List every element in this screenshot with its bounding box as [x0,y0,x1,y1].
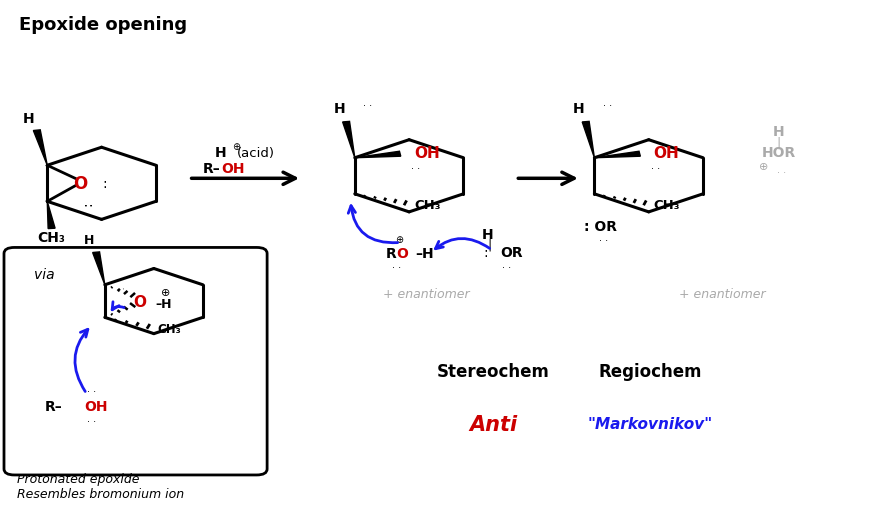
Text: H: H [773,124,784,138]
Text: |: | [776,136,780,149]
Text: Stereochem: Stereochem [437,363,550,380]
Text: · ·: · · [364,100,372,111]
Text: · ·: · · [116,285,128,296]
Text: ⊕: ⊕ [161,287,170,297]
Text: H: H [214,146,226,160]
Polygon shape [594,152,641,159]
Text: H: H [482,227,493,241]
Text: · ·: · · [651,164,660,173]
Text: O: O [133,294,146,309]
Text: CH₃: CH₃ [157,322,181,335]
Text: ⊕: ⊕ [395,235,404,245]
Text: :: : [80,200,94,205]
Text: H: H [22,112,34,125]
Text: –H: –H [415,247,434,261]
Text: Resembles bromonium ion: Resembles bromonium ion [17,487,184,500]
Text: · ·: · · [603,100,612,111]
Text: OH: OH [221,162,245,176]
Text: ⊕: ⊕ [759,162,768,171]
Text: OH: OH [414,146,440,161]
Polygon shape [582,122,594,159]
Text: R–: R– [45,399,63,414]
Text: via: via [34,267,55,281]
Polygon shape [355,152,401,159]
Text: · ·: · · [412,164,420,173]
Text: OH: OH [654,146,679,161]
Text: R–: R– [203,162,221,176]
Text: · ·: · · [87,417,96,427]
Text: · ·: · · [503,263,511,273]
Text: H: H [84,234,94,246]
Text: Regiochem: Regiochem [599,363,702,380]
Text: · ·: · · [777,168,786,177]
Text: CH₃: CH₃ [654,199,680,212]
Text: Anti: Anti [469,414,517,434]
Polygon shape [93,252,105,285]
Polygon shape [343,122,355,159]
Text: R: R [385,247,396,261]
Polygon shape [33,131,47,166]
Text: –H: –H [156,297,172,310]
Text: H: H [333,102,345,116]
Text: + enantiomer: + enantiomer [679,287,766,300]
Text: CH₃: CH₃ [38,231,66,245]
Text: : OR: : OR [584,220,617,234]
Polygon shape [47,202,55,229]
Text: Protonated epoxide: Protonated epoxide [17,473,140,485]
Text: :: : [102,177,108,191]
Text: · ·: · · [392,263,401,273]
Text: O: O [73,175,87,193]
Text: · ·: · · [87,386,96,396]
Text: O: O [396,247,408,261]
Text: H: H [572,102,585,116]
Text: CH₃: CH₃ [414,199,440,212]
Text: · ·: · · [599,235,607,245]
Text: Epoxide opening: Epoxide opening [19,16,187,34]
Text: (acid): (acid) [237,146,274,160]
Text: "Markovnikov": "Markovnikov" [588,417,713,431]
Text: |: | [487,238,491,251]
Text: + enantiomer: + enantiomer [383,287,469,300]
Text: OH: OH [84,399,108,414]
Text: HOR: HOR [761,145,795,160]
FancyBboxPatch shape [4,248,267,475]
Text: OR: OR [501,245,524,260]
Text: :: : [483,245,488,260]
Text: ⊕: ⊕ [232,141,240,152]
